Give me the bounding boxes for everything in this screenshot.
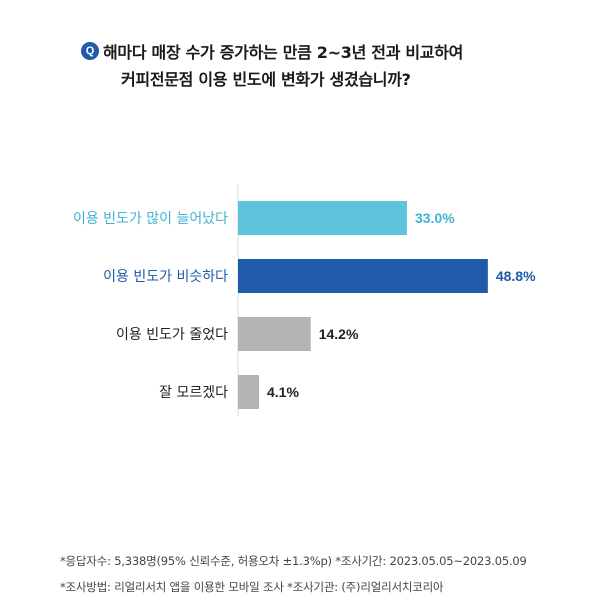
value-label-4: 4.1% [267,384,299,400]
question-block: Q 해마다 매장 수가 증가하는 만큼 2~3년 전과 비교하여 커피전문점 이… [81,39,573,93]
value-label-2: 48.8% [496,268,536,284]
footnote-method-info: *조사방법: 리얼리서치 앱을 이용한 모바일 조사 *조사기관: (주)리얼리… [60,580,444,594]
question-line-2: 커피전문점 이용 빈도에 변화가 생겼습니까? [121,70,411,89]
value-label-1: 33.0% [415,210,455,226]
bar-chart: 이용 빈도가 많이 늘어났다 33.0% 이용 빈도가 비슷하다 48.8% 이용 빈도… [73,184,536,416]
category-label-3: 이용 빈도가 줄었다 [116,327,228,343]
question-line-1: 해마다 매장 수가 증가하는 만큼 2~3년 전과 비교하여 [103,43,464,62]
footnote-survey-info: *응답자수: 5,338명(95% 신뢰수준, 허용오차 ±1.3%p) *조사… [60,554,527,568]
value-label-3: 14.2% [319,326,359,342]
bar-1 [238,201,407,235]
bar-3 [238,317,311,351]
category-label-1: 이용 빈도가 많이 늘어났다 [73,211,228,227]
bar-4 [238,375,259,409]
category-label-4: 잘 모르겠다 [159,385,228,401]
bar-2 [238,259,488,293]
question-badge: Q [81,42,99,60]
category-label-2: 이용 빈도가 비슷하다 [103,269,228,285]
